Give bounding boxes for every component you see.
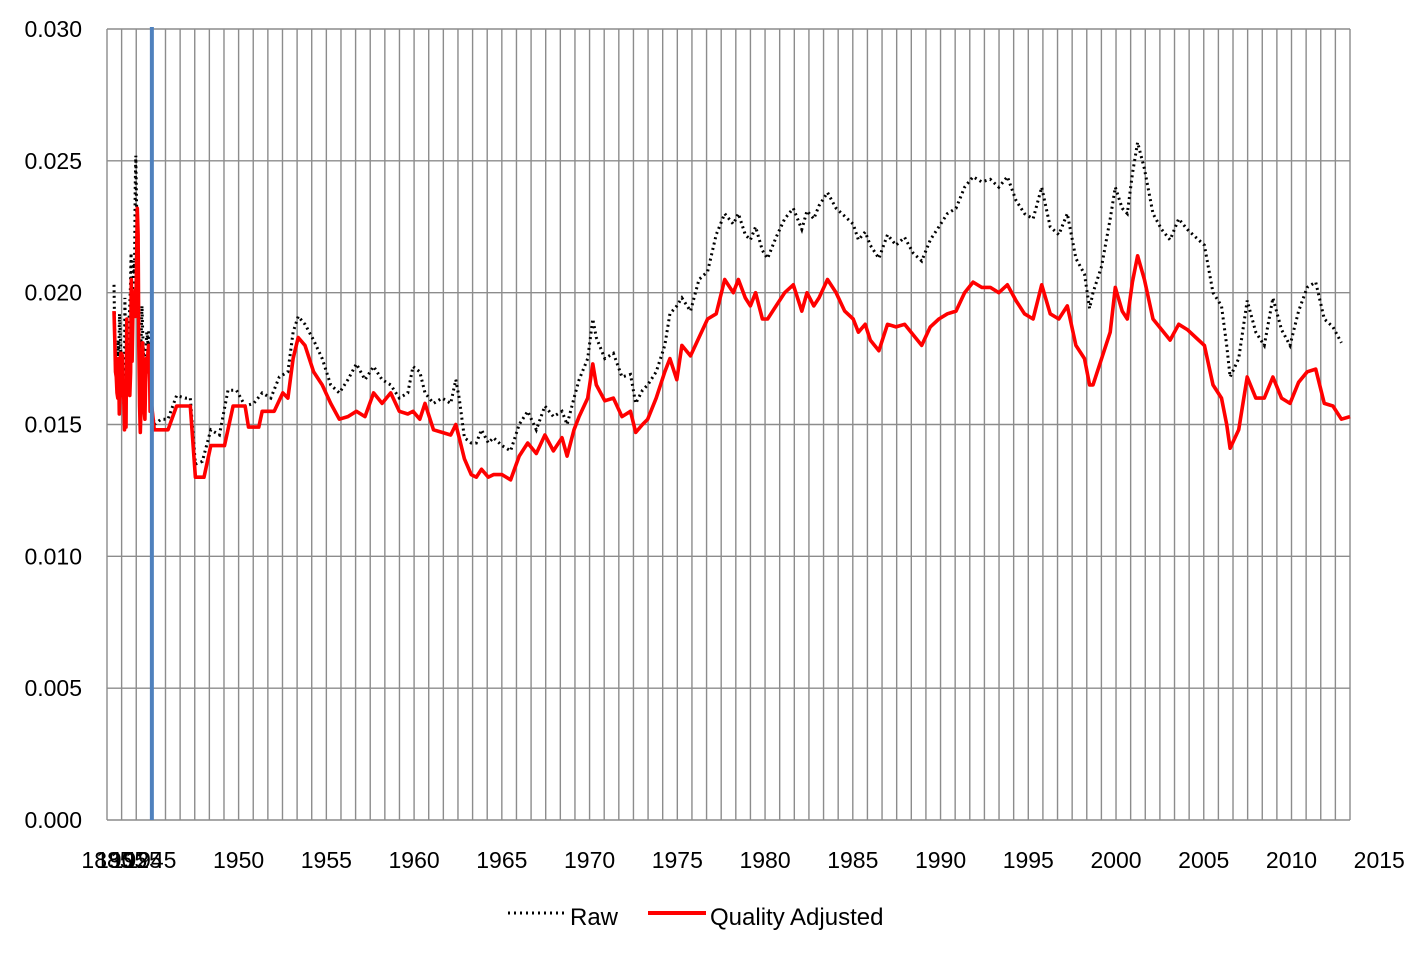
- x-tick-label: 1925: [111, 847, 162, 873]
- x-tick-label: 1965: [476, 847, 527, 873]
- series-layer: [112, 142, 1351, 482]
- x-tick-label: 1945: [125, 847, 176, 873]
- x-tick-label: 1960: [389, 847, 440, 873]
- y-tick-label: 0.005: [24, 675, 82, 701]
- x-tick-label: 1905: [96, 847, 147, 873]
- x-tick-label: 1975: [652, 847, 703, 873]
- x-tick-label: 1950: [213, 847, 264, 873]
- legend: Raw Quality Adjusted: [508, 904, 883, 931]
- y-tick-label: 0.010: [24, 543, 82, 569]
- x-tick-label: 2000: [1090, 847, 1141, 873]
- x-tick-label: 1985: [827, 847, 878, 873]
- x-tick-label: 1970: [564, 847, 615, 873]
- y-axis-tick-labels: 0.000 0.005 0.010 0.015 0.020 0.025 0.030: [24, 16, 82, 833]
- series-line-raw: [112, 142, 1343, 467]
- legend-quality-adjusted-label: Quality Adjusted: [710, 904, 883, 931]
- x-tick-label: 1990: [915, 847, 966, 873]
- y-tick-label: 0.030: [24, 16, 82, 42]
- x-tick-label: 2005: [1178, 847, 1229, 873]
- y-tick-label: 0.015: [24, 412, 82, 438]
- x-tick-label: 1980: [739, 847, 790, 873]
- x-tick-label: 2015: [1354, 847, 1405, 873]
- x-tick-label: 1955: [301, 847, 352, 873]
- legend-raw-label: Raw: [570, 904, 619, 931]
- x-tick-label: 1885: [81, 847, 132, 873]
- y-tick-label: 0.025: [24, 148, 82, 174]
- y-tick-label: 0.020: [24, 280, 82, 306]
- series-line-quality-adjusted: [112, 206, 1351, 482]
- y-tick-label: 0.000: [24, 807, 82, 833]
- x-tick-label: 1995: [1003, 847, 1054, 873]
- horizontal-gridlines: [107, 28, 1350, 821]
- x-tick-label: 2010: [1266, 847, 1317, 873]
